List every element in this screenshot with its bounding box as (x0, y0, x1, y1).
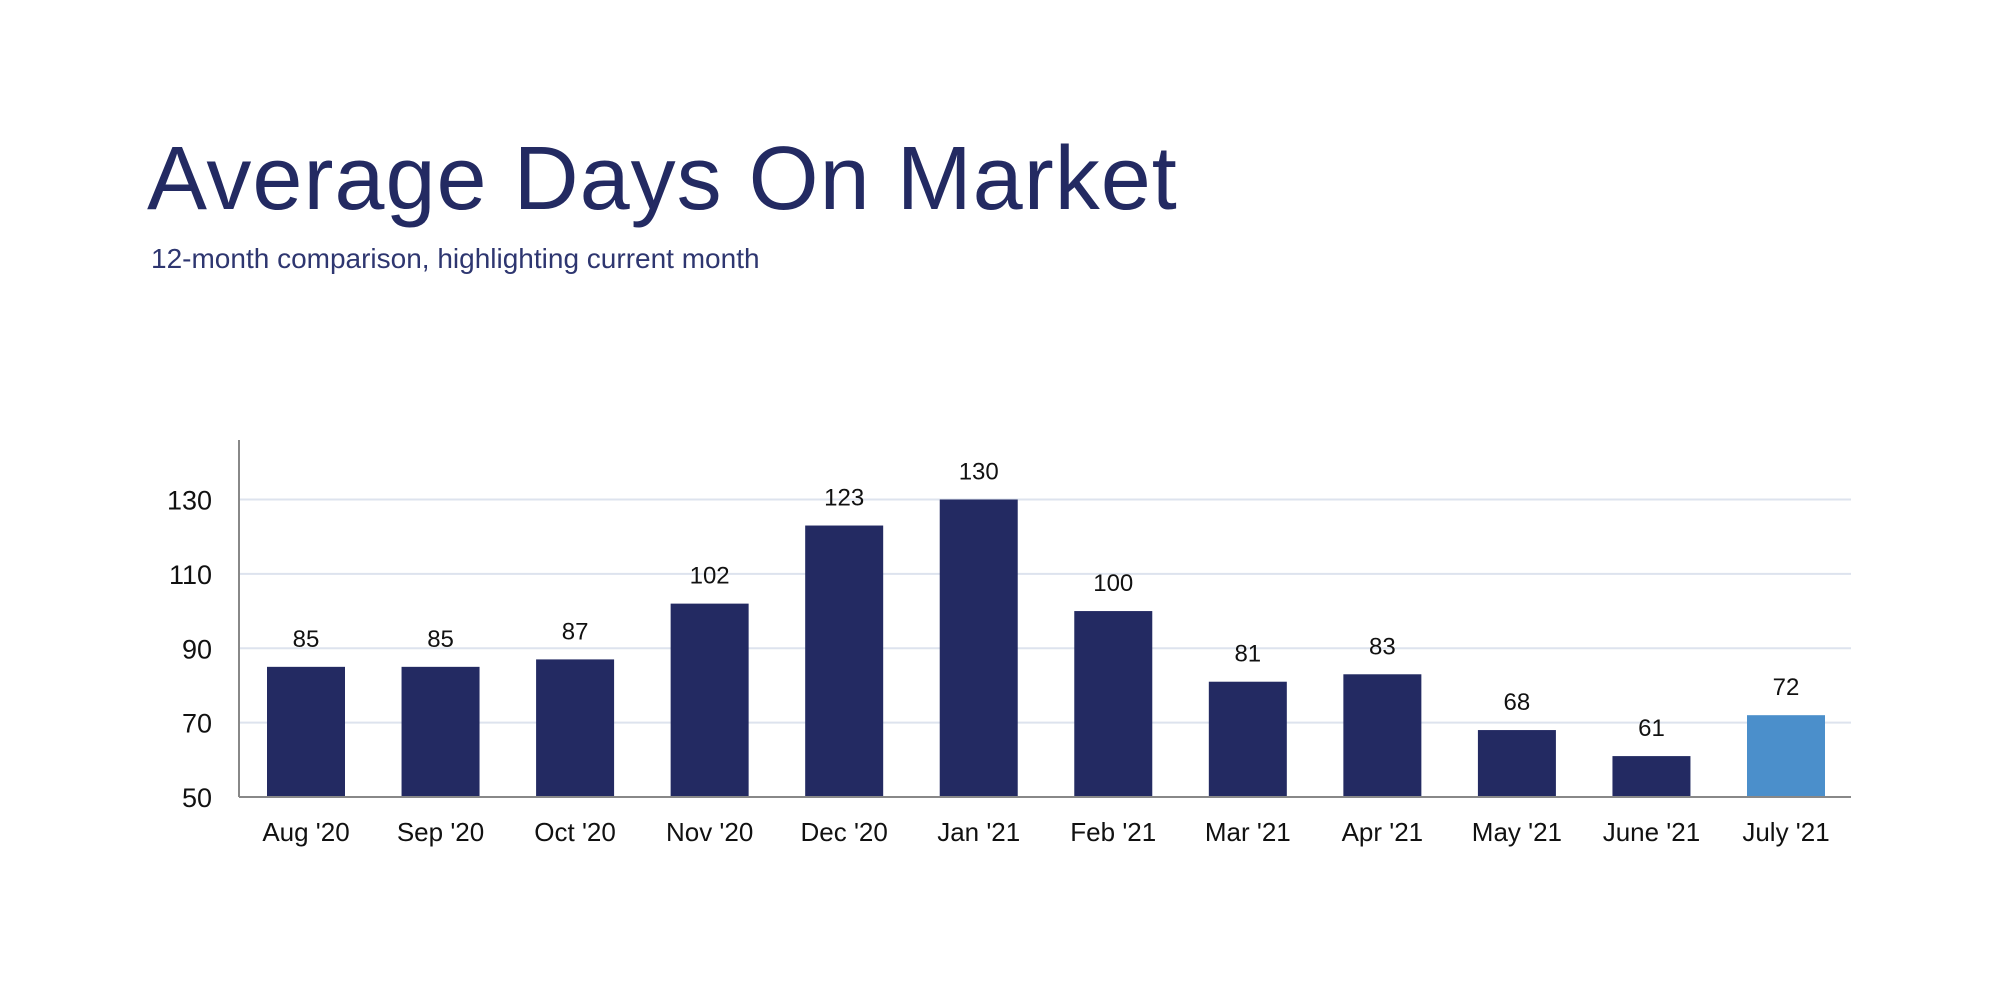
bar (536, 659, 615, 796)
data-label: 102 (690, 563, 730, 590)
x-tick-label: Feb '21 (1070, 817, 1156, 847)
data-label: 81 (1234, 641, 1261, 668)
bar (1477, 730, 1556, 796)
bar (805, 525, 884, 796)
bar (670, 603, 749, 796)
data-label: 72 (1773, 674, 1800, 701)
data-label: 85 (293, 626, 320, 653)
x-tick-label: Oct '20 (534, 817, 616, 847)
bar (401, 666, 480, 796)
x-tick-label: May '21 (1472, 817, 1562, 847)
x-tick-label: July '21 (1742, 817, 1829, 847)
x-tick-label: Apr '21 (1342, 817, 1424, 847)
data-label: 85 (427, 626, 454, 653)
chart-title: Average Days On Market (147, 129, 1178, 229)
x-tick-label: Sep '20 (397, 817, 484, 847)
x-tick-label: Mar '21 (1205, 817, 1291, 847)
bar (939, 499, 1018, 796)
data-label: 87 (562, 618, 589, 645)
y-tick-label: 70 (182, 709, 212, 739)
x-tick-label: Dec '20 (801, 817, 888, 847)
x-tick-label: Aug '20 (262, 817, 349, 847)
data-label: 61 (1638, 715, 1665, 742)
chart-subtitle: 12-month comparison, highlighting curren… (151, 243, 760, 274)
bar (1074, 611, 1153, 796)
y-tick-label: 110 (169, 560, 212, 590)
x-tick-label: June '21 (1603, 817, 1701, 847)
bar (1747, 715, 1825, 796)
bar (1612, 756, 1691, 796)
data-label: 83 (1369, 633, 1396, 660)
x-tick-label: Jan '21 (937, 817, 1020, 847)
data-label: 123 (824, 485, 864, 512)
x-tick-label: Nov '20 (666, 817, 753, 847)
y-tick-label: 130 (167, 486, 212, 516)
y-tick-label: 90 (182, 634, 212, 664)
data-label: 100 (1093, 570, 1133, 597)
data-label: 68 (1504, 689, 1531, 716)
y-tick-label: 50 (182, 783, 212, 813)
bar (1343, 674, 1422, 796)
bar (1208, 681, 1287, 796)
bar (267, 666, 345, 796)
data-label: 130 (959, 459, 999, 486)
